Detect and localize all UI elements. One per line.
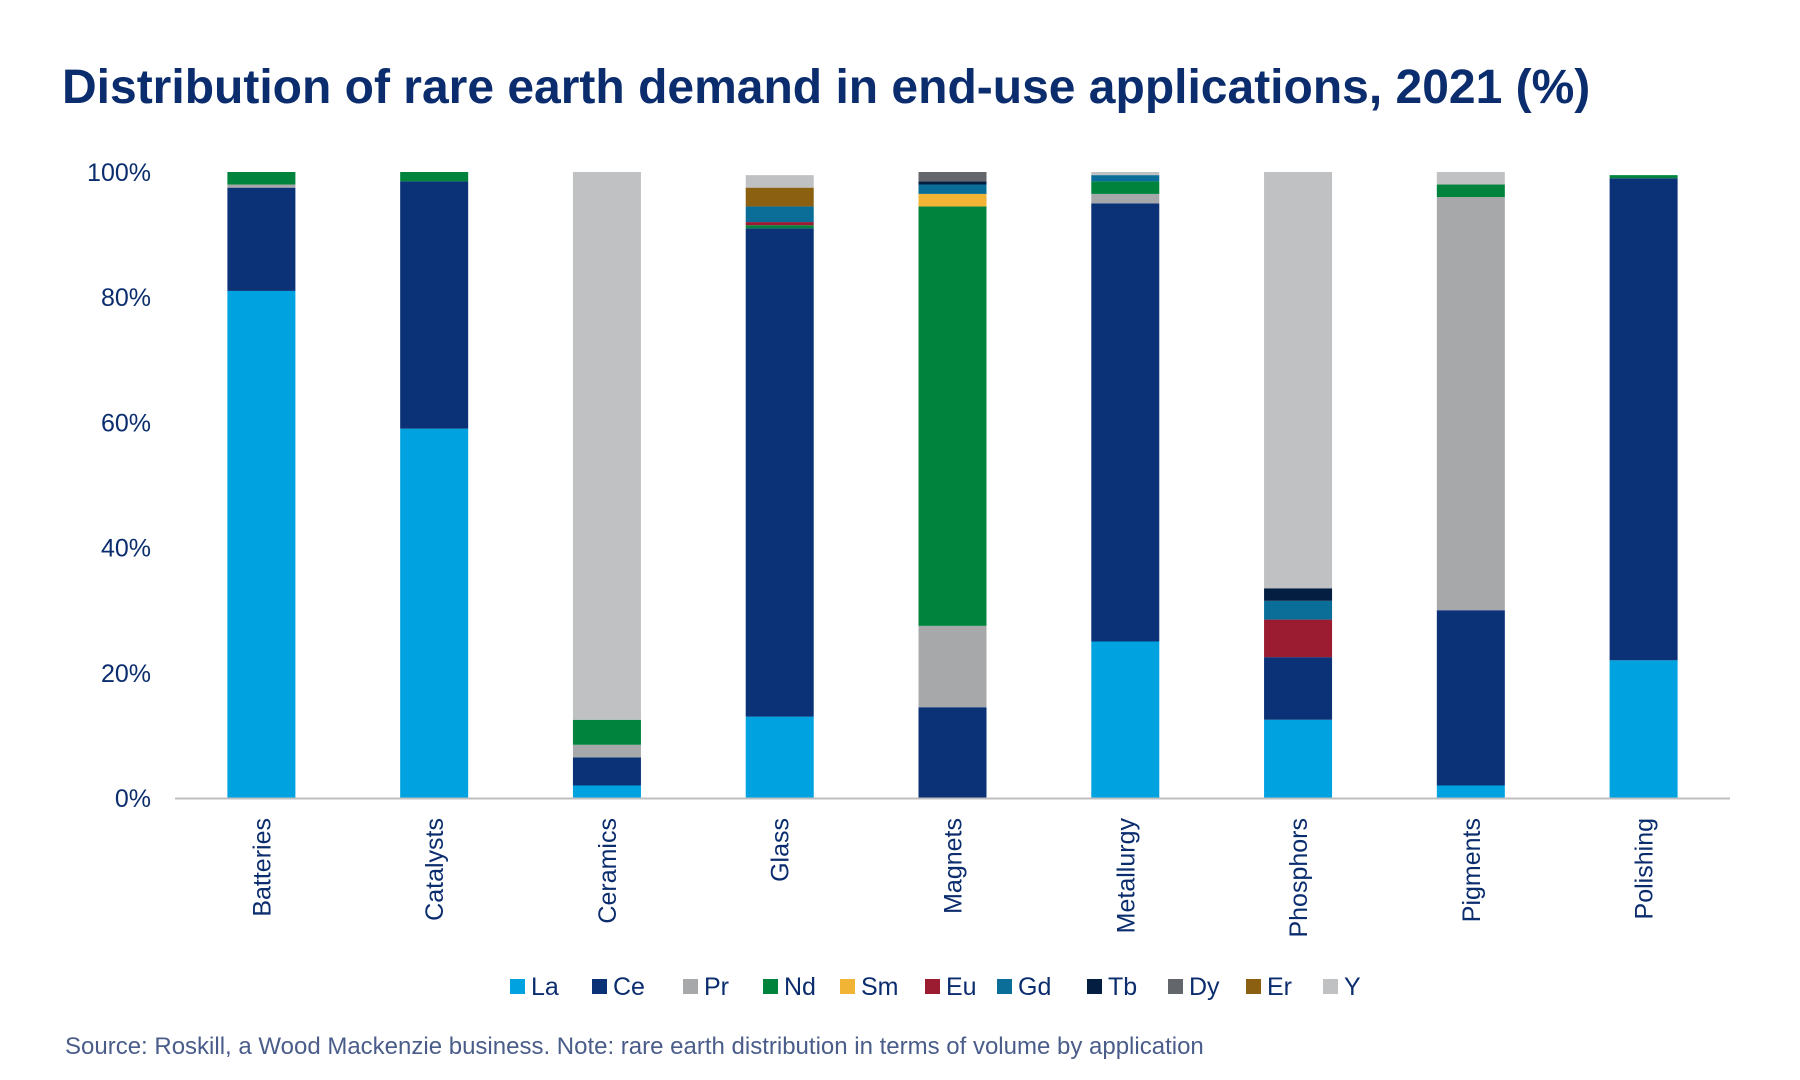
bar-segment-y-ceramics xyxy=(572,172,641,720)
x-tick-label: Catalysts xyxy=(421,818,449,921)
x-tick-label: Polishing xyxy=(1631,818,1659,919)
y-tick-label: 60% xyxy=(101,409,151,437)
legend-label-nd: Nd xyxy=(784,973,816,1001)
bar-segment-y-phosphors xyxy=(1264,172,1333,589)
legend-swatch-sm xyxy=(840,979,855,994)
bar-segment-pr-metallurgy xyxy=(1091,193,1160,204)
bar-segment-tb-magnets xyxy=(918,181,987,185)
bar-segment-la-pigments xyxy=(1436,785,1505,798)
bar-segment-gd-phosphors xyxy=(1264,600,1333,620)
y-tick-label: 0% xyxy=(115,785,151,813)
bar-segment-la-polishing xyxy=(1609,660,1678,798)
bar-segment-la-metallurgy xyxy=(1091,641,1160,798)
x-tick-label: Pigments xyxy=(1458,818,1486,922)
legend-label-y: Y xyxy=(1344,973,1361,1001)
bar-segment-pr-batteries xyxy=(227,184,296,188)
legend-label-la: La xyxy=(531,973,559,1001)
legend-swatch-pr xyxy=(683,979,698,994)
legend-swatch-gd xyxy=(997,979,1012,994)
bar-segment-ce-phosphors xyxy=(1264,657,1333,720)
x-tick-label: Phosphors xyxy=(1285,818,1313,938)
bar-segment-gd-glass xyxy=(745,206,814,223)
bar-segment-la-glass xyxy=(745,716,814,798)
legend-label-eu: Eu xyxy=(946,973,977,1001)
bar-segment-ce-magnets xyxy=(918,707,987,798)
legend-label-sm: Sm xyxy=(861,973,899,1001)
legend-label-gd: Gd xyxy=(1018,973,1051,1001)
legend-label-ce: Ce xyxy=(613,973,645,1001)
legend-swatch-er xyxy=(1246,979,1261,994)
legend-swatch-dy xyxy=(1168,979,1183,994)
bar-segment-gd-metallurgy xyxy=(1091,175,1160,182)
bar-segment-pr-pigments xyxy=(1436,197,1505,611)
bar-segment-sm-magnets xyxy=(918,193,987,207)
legend-label-dy: Dy xyxy=(1189,973,1220,1001)
bars-area xyxy=(227,172,1678,798)
legend-label-pr: Pr xyxy=(704,973,729,1001)
legend-swatch-ce xyxy=(592,979,607,994)
x-tick-label: Batteries xyxy=(248,818,276,917)
bar-segment-tb-phosphors xyxy=(1264,588,1333,601)
bar-segment-ce-batteries xyxy=(227,187,296,291)
legend-swatch-eu xyxy=(925,979,940,994)
bar-segment-pr-ceramics xyxy=(572,744,641,758)
x-tick-label: Metallurgy xyxy=(1112,818,1140,934)
bar-segment-ce-polishing xyxy=(1609,178,1678,661)
y-tick-label: 20% xyxy=(101,660,151,688)
source-note: Source: Roskill, a Wood Mackenzie busine… xyxy=(65,1033,1204,1060)
bar-segment-nd-pigments xyxy=(1436,184,1505,198)
bar-segment-ce-catalysts xyxy=(400,181,469,429)
bar-segment-nd-magnets xyxy=(918,206,987,626)
bar-segment-nd-ceramics xyxy=(572,719,641,745)
bar-segment-nd-polishing xyxy=(1609,175,1678,179)
bar-segment-nd-catalysts xyxy=(400,172,469,182)
legend-swatch-nd xyxy=(763,979,778,994)
legend-swatch-y xyxy=(1323,979,1338,994)
chart-title: Distribution of rare earth demand in end… xyxy=(62,61,1591,114)
bar-segment-nd-glass xyxy=(745,225,814,229)
legend: La Ce Pr Nd Sm Eu Gd Tb Dy Er Y xyxy=(510,973,1361,1001)
bar-segment-nd-batteries xyxy=(227,172,296,185)
y-tick-label: 100% xyxy=(87,159,151,187)
bar-segment-nd-metallurgy xyxy=(1091,181,1160,194)
legend-swatch-la xyxy=(510,979,525,994)
y-tick-label: 80% xyxy=(101,284,151,312)
bar-segment-gd-magnets xyxy=(918,184,987,194)
legend-swatch-tb xyxy=(1087,979,1102,994)
bar-segment-ce-pigments xyxy=(1436,610,1505,786)
bar-segment-ce-metallurgy xyxy=(1091,203,1160,642)
x-tick-label: Ceramics xyxy=(594,818,622,924)
bar-segment-dy-magnets xyxy=(918,172,987,182)
bar-segment-y-pigments xyxy=(1436,172,1505,185)
x-axis-labels: Batteries Catalysts Ceramics Glass Magnets Me… xyxy=(248,818,1658,938)
bar-segment-y-metallurgy xyxy=(1091,172,1160,176)
y-tick-label: 40% xyxy=(101,535,151,563)
bar-segment-eu-glass xyxy=(745,222,814,226)
bar-segment-la-ceramics xyxy=(572,785,641,798)
bar-segment-la-batteries xyxy=(227,290,296,798)
bar-segment-eu-phosphors xyxy=(1264,619,1333,658)
bar-segment-pr-magnets xyxy=(918,625,987,708)
bar-segment-la-catalysts xyxy=(400,428,469,798)
bar-segment-er-glass xyxy=(745,187,814,207)
bar-segment-la-phosphors xyxy=(1264,719,1333,798)
x-tick-label: Glass xyxy=(767,818,795,882)
y-axis-ticks: 0% 20% 40% 60% 80% 100% xyxy=(87,159,151,813)
legend-label-er: Er xyxy=(1267,973,1292,1001)
bar-segment-ce-glass xyxy=(745,228,814,717)
x-tick-label: Magnets xyxy=(940,818,968,914)
bar-segment-y-glass xyxy=(745,175,814,188)
bar-segment-ce-ceramics xyxy=(572,757,641,786)
legend-label-tb: Tb xyxy=(1108,973,1137,1001)
